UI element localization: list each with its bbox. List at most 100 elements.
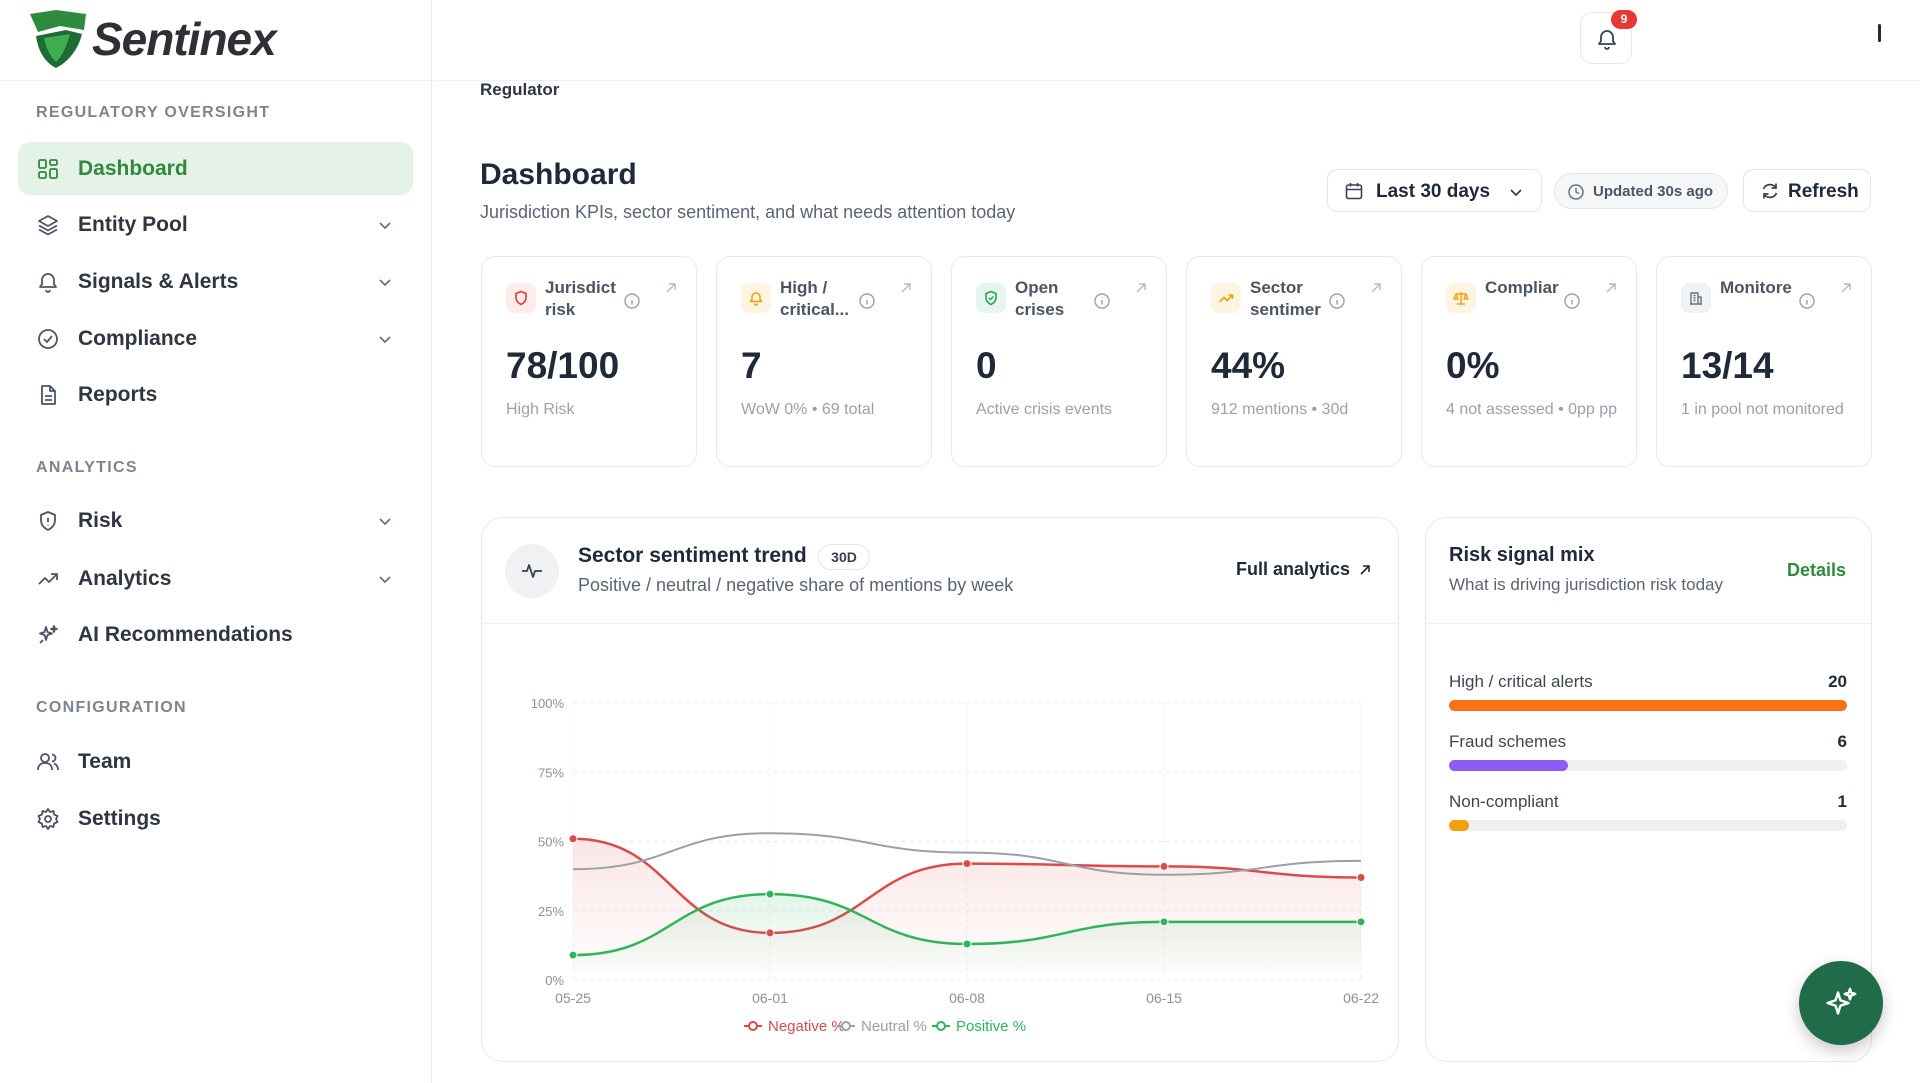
kpi-subtext: High Risk — [506, 401, 575, 418]
risk-mix-bar-track — [1449, 760, 1847, 771]
chevron-down-icon — [379, 518, 391, 526]
date-range-label: Last 30 days — [1376, 181, 1491, 202]
legend-marker — [748, 1021, 758, 1031]
risk-mix-label: High / critical alerts — [1449, 672, 1593, 691]
x-tick-label: 06-01 — [752, 990, 788, 1006]
kpi-label: Jurisdict risk — [545, 278, 616, 319]
page-subtitle: Jurisdiction KPIs, sector sentiment, and… — [480, 202, 1016, 222]
risk-mix-value: 1 — [1837, 792, 1847, 811]
kpi-card-open-crises[interactable]: Open crises 0 Active crisis events — [951, 256, 1167, 467]
full-analytics-link[interactable]: Full analytics — [1236, 559, 1372, 580]
topbar — [433, 0, 1920, 81]
kpi-label: Sector sentimer — [1250, 278, 1321, 319]
risk-mix-title: Risk signal mix — [1449, 544, 1595, 566]
sidebar-item-team[interactable]: Team — [18, 735, 413, 788]
bell-icon — [1598, 30, 1616, 50]
y-tick-label: 75% — [538, 765, 564, 780]
kpi-card-jurisdiction-risk[interactable]: Jurisdict risk 78/100 High Risk — [481, 256, 697, 467]
sidebar-item-entity-pool[interactable]: Entity Pool — [18, 198, 413, 251]
data-point — [765, 889, 775, 899]
arrow-up-right-icon[interactable] — [899, 281, 913, 295]
info-icon[interactable] — [858, 292, 876, 310]
arrow-up-right-icon[interactable] — [664, 281, 678, 295]
sparkles-icon — [1826, 987, 1857, 1015]
bell-icon — [749, 292, 763, 306]
kpi-card-compliance[interactable]: Compliar 0% 4 not assessed • 0pp pp — [1421, 256, 1637, 467]
sidebar-item-signals-alerts[interactable]: Signals & Alerts — [18, 255, 413, 308]
period-badge: 30D — [818, 544, 870, 570]
x-tick-label: 06-15 — [1146, 990, 1182, 1006]
sidebar-item-dashboard[interactable]: Dashboard — [18, 142, 413, 195]
kpi-value: 44% — [1211, 345, 1286, 386]
date-range-select[interactable]: Last 30 days — [1327, 169, 1542, 212]
sentiment-line-chart: 0% 25% 50% 75% 100% 05-25 06-01 06-08 06-15 06-22… — [531, 696, 1379, 1035]
sidebar-item-analytics[interactable]: Analytics — [18, 552, 413, 605]
sentiment-trend-card: Sector sentiment trend 30D Positive / ne… — [481, 517, 1399, 1062]
kpi-icon-wrap — [1211, 283, 1241, 313]
kpi-value: 0% — [1446, 345, 1500, 386]
kpi-icon-wrap — [976, 283, 1006, 313]
ai-assistant-button[interactable] — [1799, 961, 1883, 1045]
refresh-icon — [1762, 183, 1778, 199]
legend-label: Positive % — [956, 1018, 1026, 1035]
refresh-button[interactable]: Refresh — [1743, 169, 1871, 212]
series-line — [572, 837, 1362, 935]
refresh-label: Refresh — [1788, 181, 1859, 202]
kpi-icon-wrap — [741, 283, 771, 313]
sidebar-item-ai-recommendations[interactable]: AI Recommendations — [18, 608, 413, 661]
card-divider — [482, 623, 1398, 624]
info-icon[interactable] — [1563, 292, 1581, 310]
kpi-subtext: 1 in pool not monitored — [1681, 401, 1844, 418]
data-point — [1356, 873, 1366, 883]
logo[interactable]: Sentinex — [0, 0, 431, 81]
data-point — [568, 950, 578, 960]
info-icon[interactable] — [1328, 292, 1346, 310]
info-icon[interactable] — [1798, 292, 1816, 310]
details-link[interactable]: Details — [1787, 560, 1847, 580]
gear-icon — [37, 808, 59, 830]
sidebar-item-label: AI Recommendations — [78, 622, 293, 646]
arrow-up-right-icon[interactable] — [1134, 281, 1148, 295]
arrow-up-right-icon[interactable] — [1604, 281, 1618, 295]
x-tick-label: 06-22 — [1343, 990, 1379, 1006]
data-point — [962, 939, 972, 949]
legend-marker — [841, 1021, 851, 1031]
kpi-card-high-critical[interactable]: High / critical... 7 WoW 0% • 69 total — [716, 256, 932, 467]
data-point — [1356, 917, 1366, 927]
kpi-value: 13/14 — [1681, 345, 1774, 386]
sidebar-item-reports[interactable]: Reports — [18, 368, 413, 421]
user-menu-handle[interactable] — [1878, 24, 1881, 42]
bell-icon — [39, 273, 57, 293]
info-icon[interactable] — [1093, 292, 1111, 310]
chevron-down-icon — [379, 336, 391, 344]
info-icon[interactable] — [623, 292, 641, 310]
card-divider — [1426, 623, 1871, 624]
risk-signal-mix-card: Risk signal mix What is driving jurisdic… — [1425, 517, 1872, 1062]
y-tick-label: 0% — [545, 973, 564, 988]
logo-wordmark: Sentinex — [92, 13, 277, 65]
clock-icon — [1568, 184, 1584, 200]
data-point — [568, 834, 578, 844]
calendar-icon — [1345, 183, 1363, 200]
kpi-card-monitored[interactable]: Monitore 13/14 1 in pool not monitored — [1656, 256, 1872, 467]
notifications-button[interactable]: 9 — [1580, 10, 1637, 64]
layers-icon — [38, 215, 58, 236]
check-circle-icon — [38, 329, 58, 349]
pulse-icon-wrap — [505, 544, 559, 598]
shield-icon — [515, 290, 527, 306]
kpi-card-sector-sentiment[interactable]: Sector sentimer 44% 912 mentions • 30d — [1186, 256, 1402, 467]
sidebar-item-compliance[interactable]: Compliance — [18, 312, 413, 365]
users-icon — [37, 753, 59, 771]
page-title: Dashboard — [480, 158, 637, 191]
arrow-up-right-icon[interactable] — [1839, 281, 1853, 295]
arrow-up-right-icon[interactable] — [1369, 281, 1383, 295]
series-line — [572, 892, 1361, 957]
data-point — [1159, 861, 1169, 871]
section-configuration: CONFIGURATION — [36, 699, 187, 716]
sidebar-item-settings[interactable]: Settings — [18, 792, 413, 845]
x-tick-label: 05-25 — [555, 990, 591, 1006]
sentiment-card-subtitle: Positive / neutral / negative share of m… — [578, 575, 1014, 595]
risk-mix-bar-track — [1449, 820, 1847, 831]
sidebar-item-risk[interactable]: Risk — [18, 494, 413, 547]
y-tick-label: 50% — [538, 835, 564, 850]
